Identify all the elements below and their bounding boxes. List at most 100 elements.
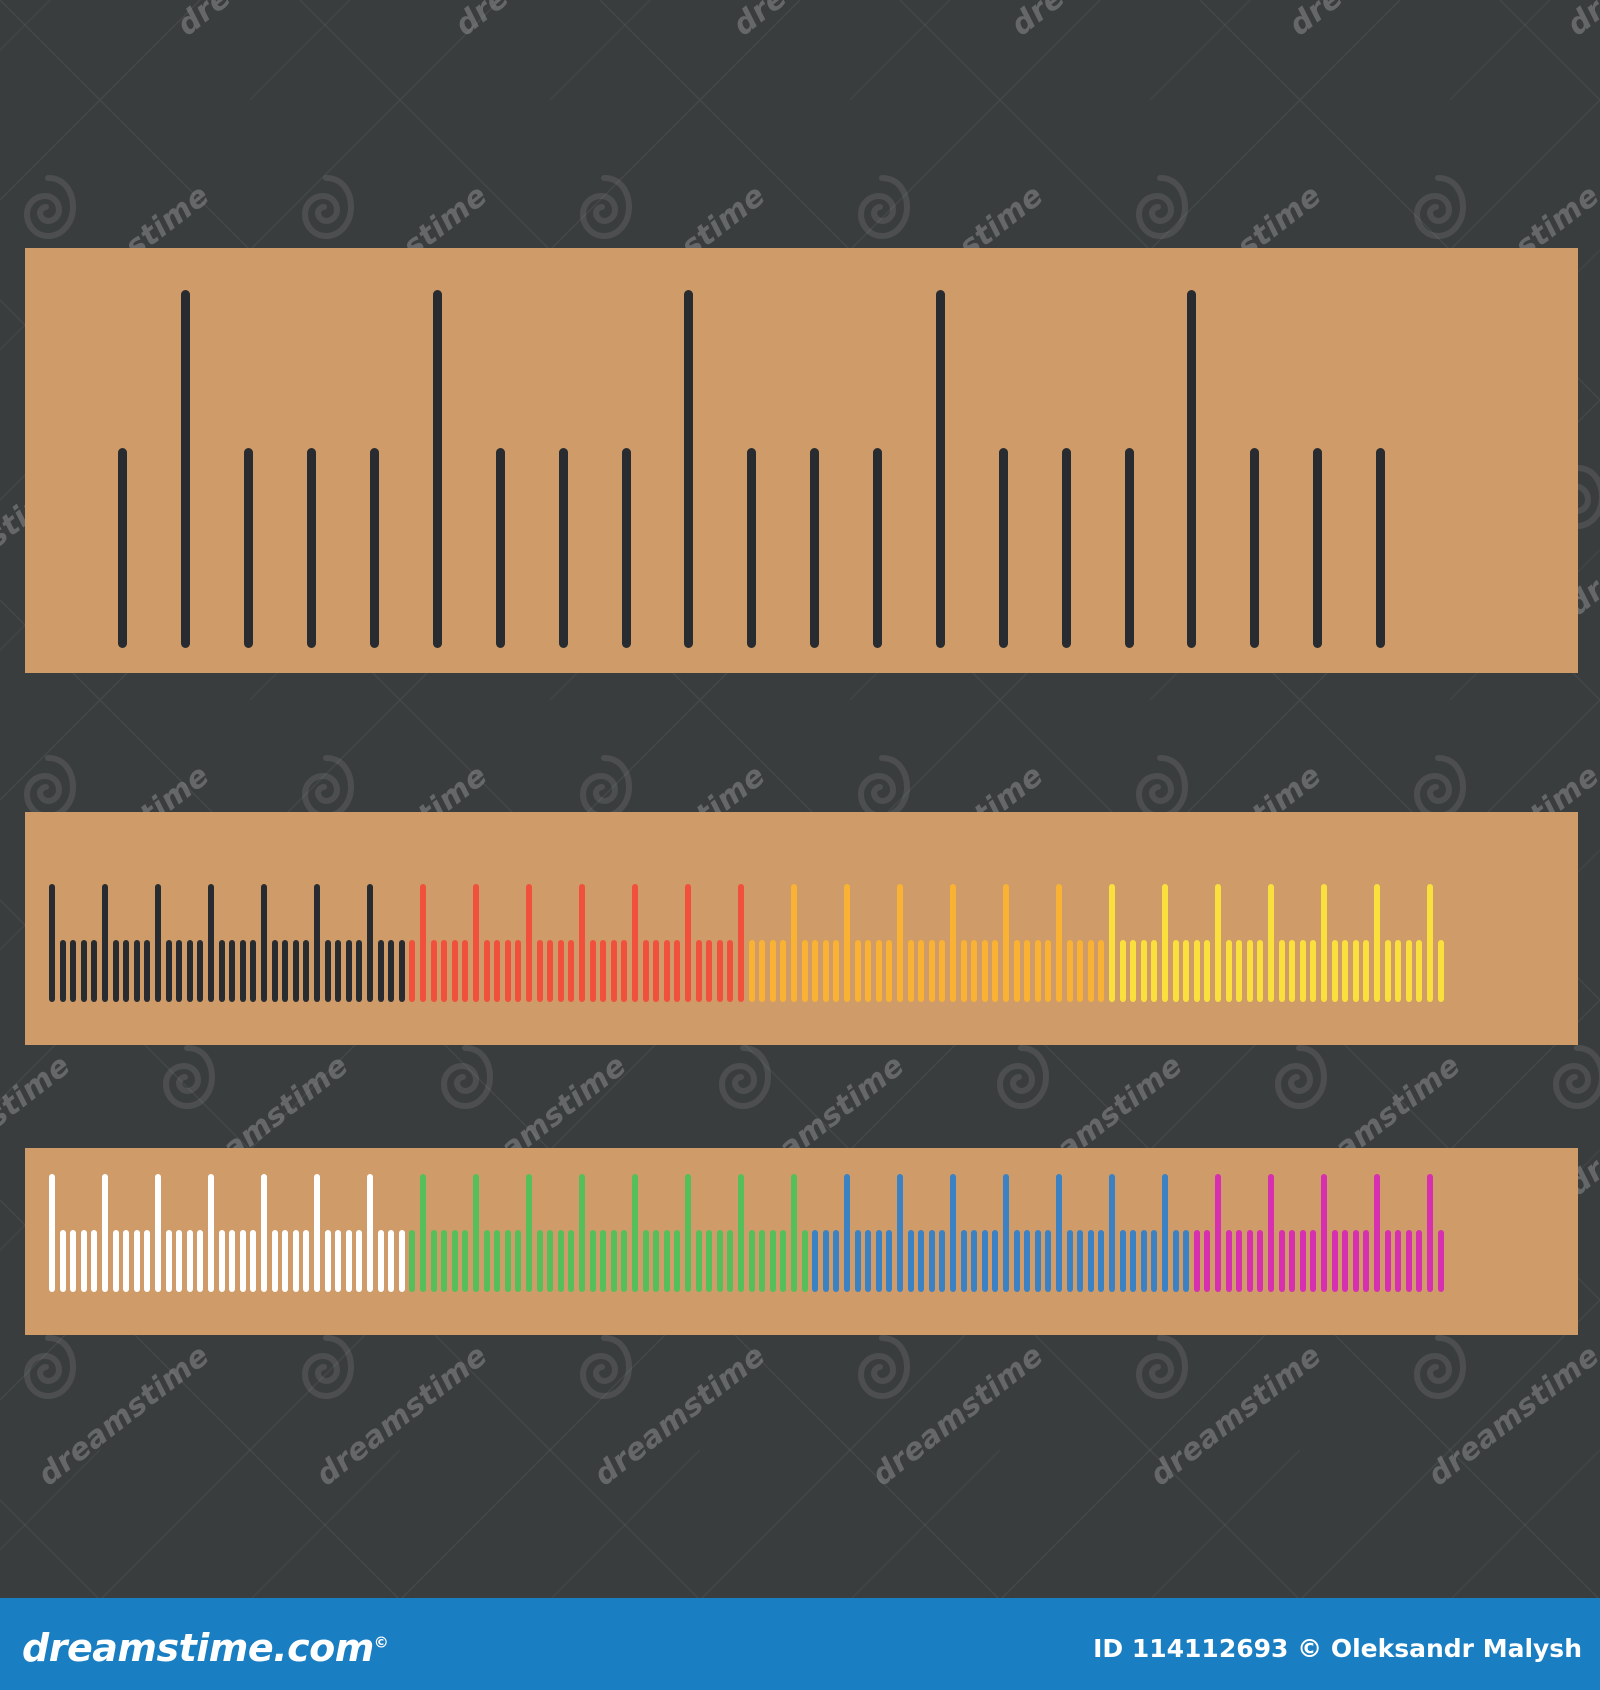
ruler-tick-minor [356, 1230, 363, 1292]
ruler-tick-minor [727, 1230, 734, 1292]
spiral-icon [575, 1330, 633, 1404]
ruler-tick-major [1374, 884, 1380, 1002]
spiral-icon [297, 170, 355, 244]
ruler-tick-major [261, 884, 267, 1002]
ruler-tick-minor [303, 940, 310, 1002]
ruler-tick-major [473, 884, 479, 1002]
ruler-tick-minor [1331, 1230, 1338, 1292]
ruler-tick-minor [992, 1230, 999, 1292]
ruler-tick-minor [998, 448, 1008, 648]
ruler-tick-minor [746, 448, 756, 648]
ruler-tick-minor [610, 1230, 617, 1292]
spiral-icon [297, 1330, 355, 1404]
ruler-tick-minor [981, 1230, 988, 1292]
ruler-tick-minor [462, 1230, 469, 1292]
ruler-tick-major [738, 1174, 744, 1292]
ruler-fine-cool [25, 1148, 1578, 1335]
ruler-tick-minor [494, 940, 501, 1002]
ruler-tick-major [1427, 1174, 1433, 1292]
watermark-wordmark: dreamstime [865, 1337, 1051, 1493]
ruler-tick-minor [822, 1230, 829, 1292]
ruler-tick-minor [1077, 940, 1084, 1002]
ruler-tick-minor [1405, 1230, 1412, 1292]
spiral-icon [1409, 170, 1467, 244]
ruler-tick-minor [282, 1230, 289, 1292]
ruler-tick-minor [229, 940, 236, 1002]
ruler-tick-minor [875, 940, 882, 1002]
ruler-tick-minor [70, 940, 77, 1002]
ruler-tick-minor [80, 940, 87, 1002]
ruler-tick-minor [80, 1230, 87, 1292]
ruler-tick-minor [1034, 1230, 1041, 1292]
ruler-tick-minor [854, 940, 861, 1002]
watermark-wordmark: dreamstime [726, 0, 911, 43]
ruler-tick-minor [1395, 940, 1402, 1002]
ruler-tick-minor [769, 1230, 776, 1292]
ruler-tick-minor [727, 940, 734, 1002]
ruler-tick-minor [271, 940, 278, 1002]
ruler-tick-minor [112, 940, 119, 1002]
ruler-tick-minor [557, 940, 564, 1002]
ruler-tick-minor [324, 940, 331, 1002]
ruler-tick-major [1186, 290, 1196, 648]
ruler-tick-minor [377, 940, 384, 1002]
ruler-tick-major [420, 1174, 426, 1292]
ruler-tick-minor [674, 940, 681, 1002]
ruler-tick-minor [441, 940, 448, 1002]
ruler-tick-minor [653, 940, 660, 1002]
ruler-tick-major [155, 1174, 161, 1292]
ruler-tick-major [1162, 884, 1168, 1002]
ruler-tick-minor [197, 1230, 204, 1292]
ruler-tick-minor [229, 1230, 236, 1292]
ruler-tick-major [844, 884, 850, 1002]
ruler-tick-minor [303, 1230, 310, 1292]
ruler-tick-minor [960, 940, 967, 1002]
ruler-tick-minor [59, 940, 66, 1002]
ruler-tick-minor [271, 1230, 278, 1292]
ruler-tick-minor [716, 1230, 723, 1292]
ruler-tick-minor [536, 940, 543, 1002]
ruler-tick-minor [91, 1230, 98, 1292]
ruler-tick-minor [197, 940, 204, 1002]
ruler-tick-minor [992, 940, 999, 1002]
ruler-tick-minor [981, 940, 988, 1002]
ruler-tick-minor [1384, 1230, 1391, 1292]
ruler-tick-minor [1395, 1230, 1402, 1292]
ruler-tick-minor [801, 940, 808, 1002]
ruler-tick-major [1321, 884, 1327, 1002]
ruler-tick-minor [748, 1230, 755, 1292]
ruler-tick-minor [1119, 1230, 1126, 1292]
dreamstime-logo[interactable]: dreamstime.com© [22, 1626, 389, 1670]
ruler-tick-minor [1013, 1230, 1020, 1292]
ruler-tick-major [1321, 1174, 1327, 1292]
ruler-tick-minor [1077, 1230, 1084, 1292]
ruler-tick-minor [504, 940, 511, 1002]
ruler-tick-minor [610, 940, 617, 1002]
spiral-icon [436, 1040, 494, 1114]
ruler-tick-minor [1066, 1230, 1073, 1292]
ruler-tick-minor [117, 448, 127, 648]
spiral-icon [1270, 1040, 1328, 1114]
watermark-tiles: dreamstime dreamstime dreamstime dreamstime… [0, 0, 1600, 1493]
ruler-tick-major [1109, 1174, 1115, 1292]
ruler-tick-major [1427, 884, 1433, 1002]
ruler-tick-major [632, 884, 638, 1002]
ruler-tick-minor [875, 1230, 882, 1292]
ruler-tick-major [49, 884, 55, 1002]
ruler-tick-minor [388, 940, 395, 1002]
ruler-tick-minor [218, 940, 225, 1002]
ruler-tick-minor [1416, 940, 1423, 1002]
ruler-tick-minor [1363, 1230, 1370, 1292]
ruler-tick-minor [335, 940, 342, 1002]
watermark-wordmark: dreamstime [170, 0, 355, 43]
ruler-tick-minor [494, 1230, 501, 1292]
watermark-wordmark: dreamstime [1560, 0, 1600, 43]
ruler-tick-minor [409, 1230, 416, 1292]
ruler-tick-minor [1257, 1230, 1264, 1292]
ruler-tick-minor [1342, 940, 1349, 1002]
ruler-tick-minor [748, 940, 755, 1002]
ruler-tick-major [367, 1174, 373, 1292]
ruler-tick-minor [568, 1230, 575, 1292]
ruler-tick-minor [663, 1230, 670, 1292]
ruler-tick-minor [430, 1230, 437, 1292]
